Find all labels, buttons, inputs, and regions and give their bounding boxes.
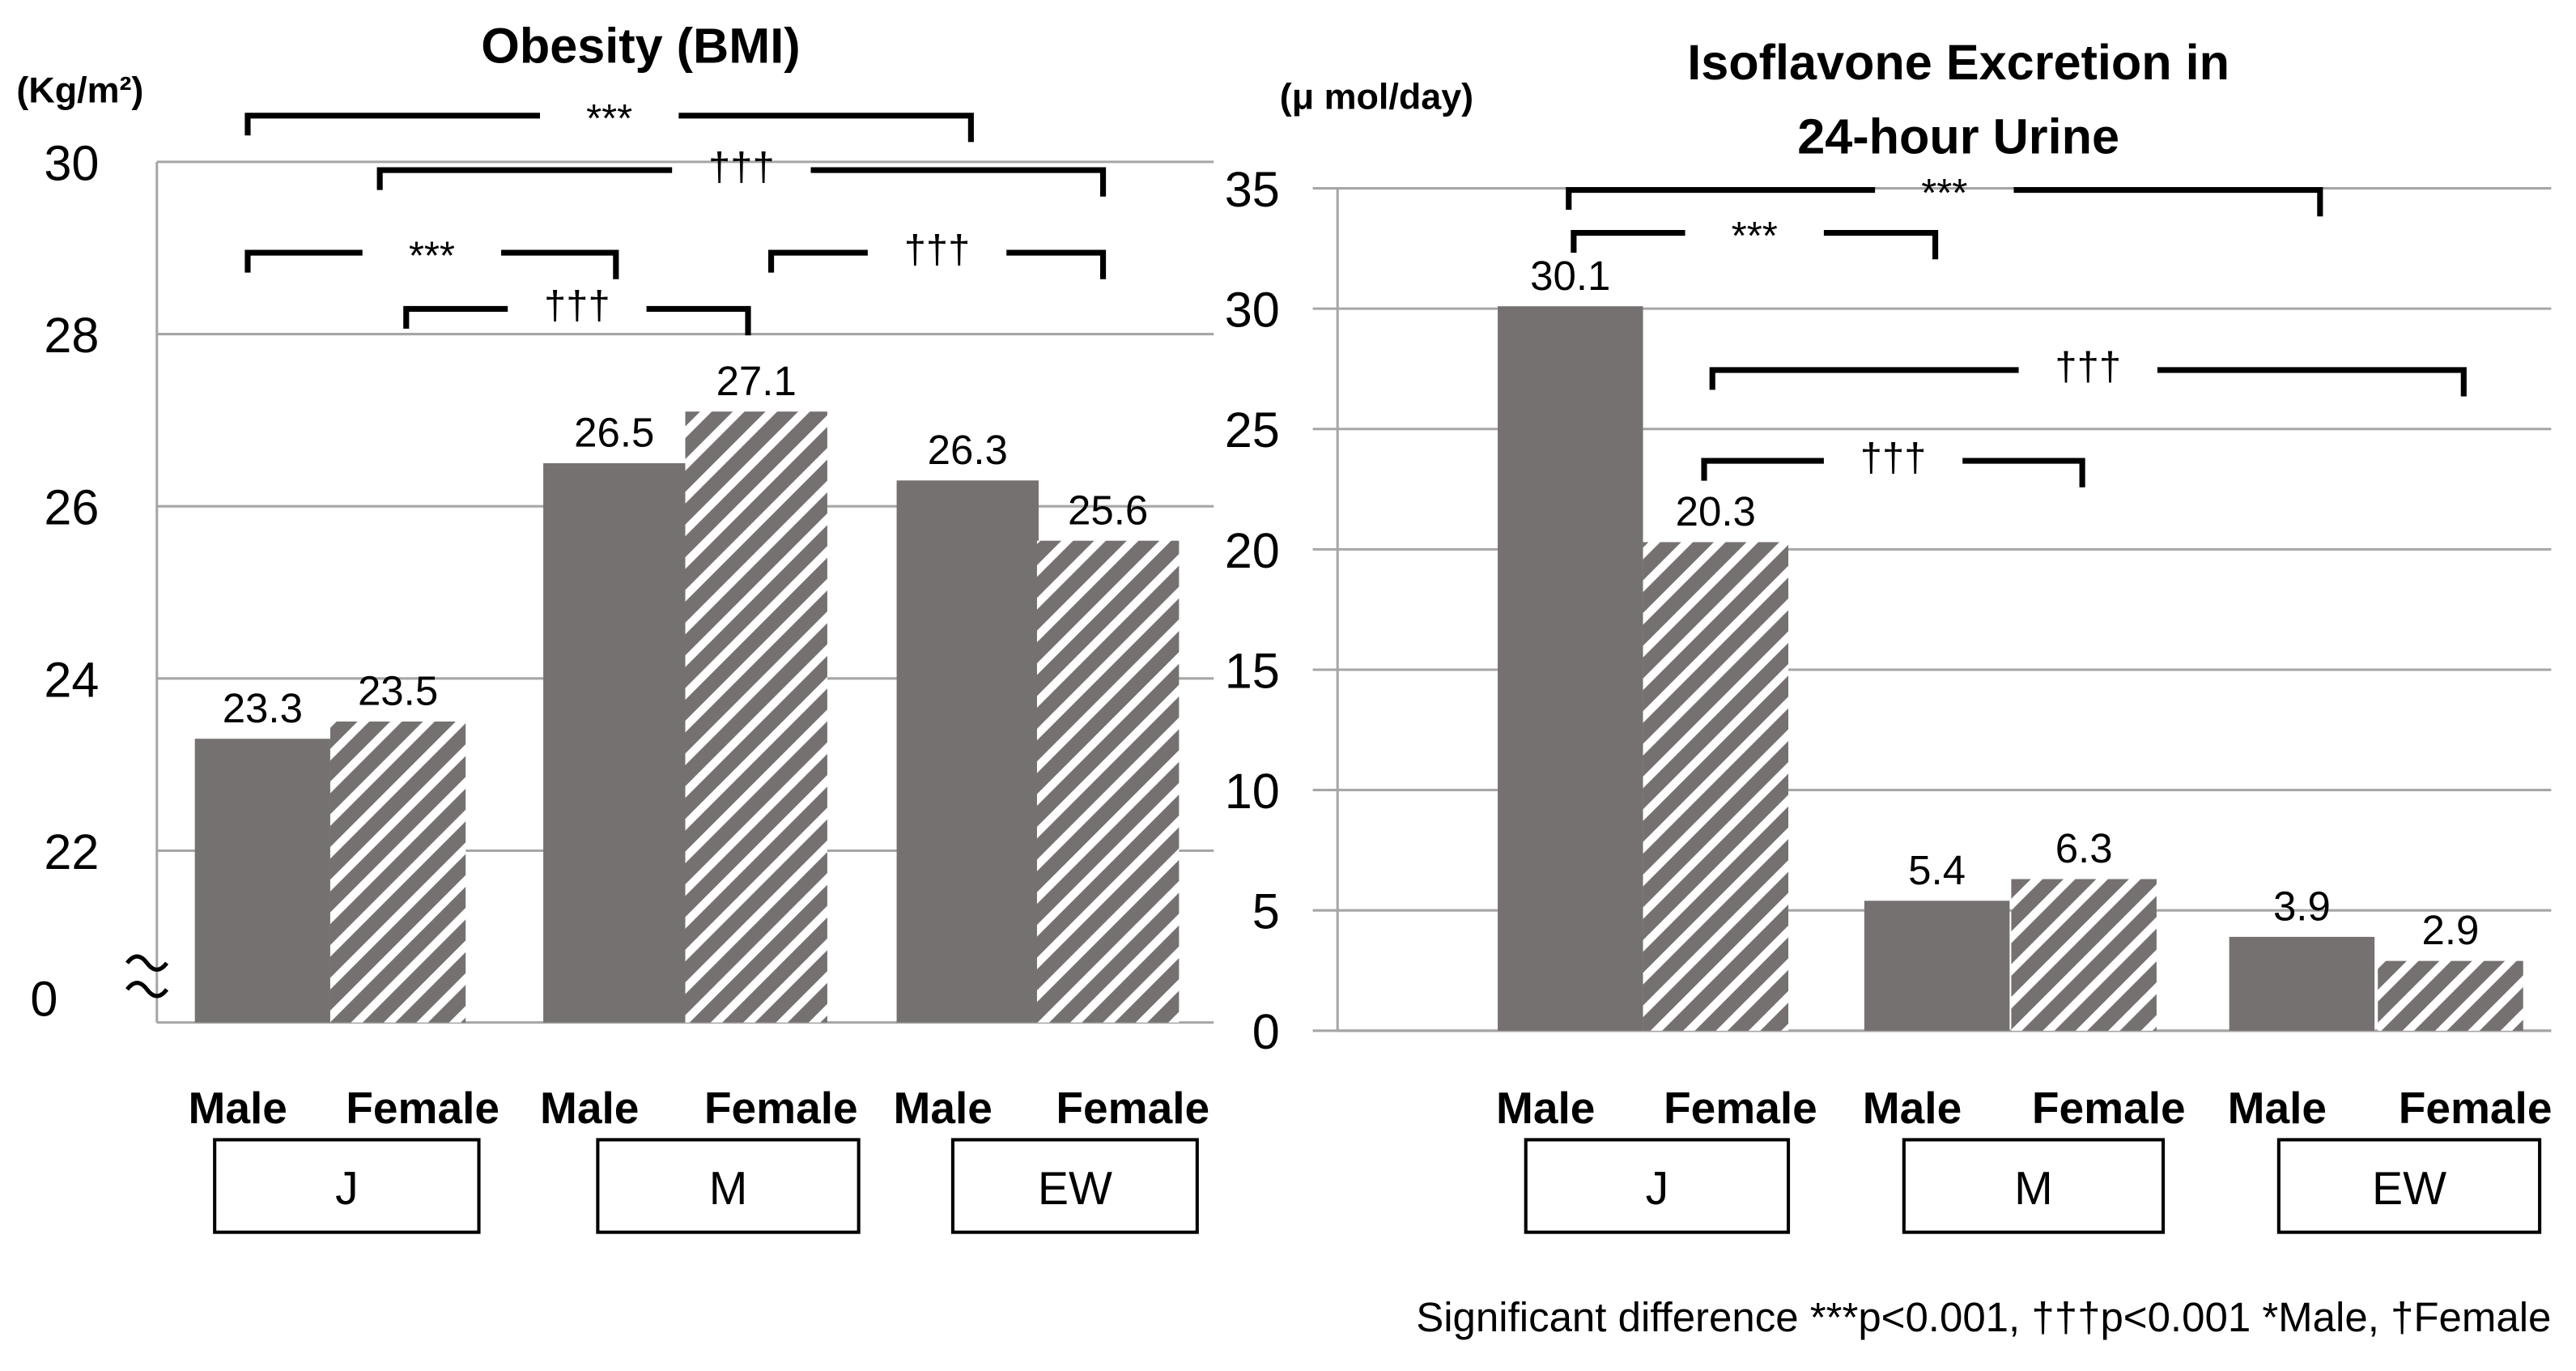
group-box-j <box>213 1138 481 1234</box>
data-label: 23.3 <box>223 685 303 731</box>
data-label: 6.3 <box>2055 825 2113 871</box>
bar-female-j <box>329 721 466 1023</box>
x-series-label: Female <box>1056 1083 1209 1133</box>
group-label: M <box>709 1163 748 1215</box>
group-label: EW <box>2372 1163 2446 1215</box>
significance-label: ††† <box>904 228 971 271</box>
y-axis-unit: (μ mol/day) <box>1280 76 1473 117</box>
significance-bracket <box>376 167 1107 197</box>
significance-label: ††† <box>544 284 610 328</box>
bar-female-ew <box>1036 540 1180 1023</box>
y-tick-label: 15 <box>1225 643 1280 698</box>
x-series-label: Male <box>189 1083 287 1133</box>
x-series-label: Female <box>1664 1083 1817 1133</box>
group-box-m <box>596 1138 861 1234</box>
x-series-label: Female <box>704 1083 858 1133</box>
data-label: 3.9 <box>2273 883 2331 929</box>
significance-bracket <box>403 305 751 336</box>
y-tick-label: 30 <box>44 135 99 190</box>
bmi-chart: Obesity (BMI) (Kg/m²) 30 28 26 24 22 0 23.3 Male 2… <box>16 19 1214 1234</box>
x-series-label: Male <box>540 1083 639 1133</box>
significance-bracket <box>244 249 619 279</box>
significance-bracket <box>1709 367 2467 397</box>
isoflavone-chart: Isoflavone Excretion in 24-hour Urine (μ m… <box>1225 35 2553 1234</box>
y-tick-label-zero: 0 <box>30 971 57 1026</box>
y-tick-label: 26 <box>44 480 99 535</box>
significance-bracket <box>1701 458 2085 488</box>
data-label: 23.5 <box>358 668 438 714</box>
data-label: 5.4 <box>1908 847 1966 893</box>
data-label: 26.3 <box>928 427 1008 473</box>
bar-male-ew <box>2229 936 2375 1031</box>
footnote: Significant difference ***p<0.001, †††p<… <box>1416 1294 2551 1340</box>
y-tick-label: 5 <box>1252 884 1280 939</box>
significance-label: *** <box>1921 172 1967 215</box>
bar-female-m <box>2011 879 2157 1031</box>
group-box-ew <box>2276 1138 2542 1234</box>
group-label: J <box>1646 1163 1669 1215</box>
bar-male-ew <box>896 480 1039 1023</box>
group-box-m <box>1902 1138 2166 1234</box>
chart-title: Obesity (BMI) <box>481 19 800 74</box>
y-tick-label: 30 <box>1225 283 1280 338</box>
y-tick-label: 28 <box>44 308 99 363</box>
bar-female-j <box>1643 542 1789 1031</box>
group-box-ew <box>950 1138 1199 1234</box>
y-tick-label: 22 <box>44 824 99 879</box>
x-series-label: Male <box>1496 1083 1595 1133</box>
x-series-label: Male <box>1863 1083 1962 1133</box>
data-label: 25.6 <box>1068 487 1148 533</box>
bar-male-m <box>543 463 686 1023</box>
chart-title-line2: 24-hour Urine <box>1797 109 2119 164</box>
group-label: EW <box>1038 1163 1112 1215</box>
significance-bracket <box>1571 230 1939 260</box>
data-label: 2.9 <box>2422 907 2480 953</box>
y-tick-label: 10 <box>1225 764 1280 819</box>
y-tick-label: 35 <box>1225 162 1280 217</box>
data-label: 26.5 <box>574 410 654 456</box>
y-tick-label: 20 <box>1225 523 1280 578</box>
data-label: 20.3 <box>1676 488 1756 534</box>
significance-bracket <box>767 249 1107 279</box>
bar-female-m <box>685 411 827 1023</box>
y-axis-unit: (Kg/m²) <box>16 69 143 110</box>
x-series-label: Male <box>893 1083 992 1133</box>
group-label: M <box>2014 1163 2053 1215</box>
axis-break-icon <box>125 954 169 998</box>
bar-female-ew <box>2378 960 2523 1031</box>
group-label: J <box>335 1163 359 1215</box>
significance-label: ††† <box>1860 436 1927 479</box>
x-series-label: Female <box>2032 1083 2186 1133</box>
group-box-j <box>1524 1138 1791 1234</box>
x-series-label: Male <box>2228 1083 2327 1133</box>
significance-label: *** <box>1732 215 1778 258</box>
x-series-label: Female <box>346 1083 499 1133</box>
significance-label: ††† <box>2055 345 2121 389</box>
significance-label: ††† <box>708 145 775 189</box>
bar-male-j <box>1498 306 1643 1031</box>
data-label: 27.1 <box>716 358 797 404</box>
y-tick-label: 24 <box>44 652 99 707</box>
bar-male-j <box>194 739 330 1023</box>
significance-bracket <box>1566 187 2323 217</box>
bar-male-m <box>1864 901 2010 1031</box>
chart-title: Isoflavone Excretion in <box>1687 35 2230 90</box>
y-tick-label: 25 <box>1225 402 1280 458</box>
significance-label: *** <box>409 234 455 278</box>
significance-label: *** <box>586 97 632 141</box>
data-label: 30.1 <box>1530 253 1610 299</box>
y-tick-label: 0 <box>1252 1004 1280 1059</box>
x-series-label: Female <box>2399 1083 2553 1133</box>
significance-bracket <box>244 113 974 143</box>
